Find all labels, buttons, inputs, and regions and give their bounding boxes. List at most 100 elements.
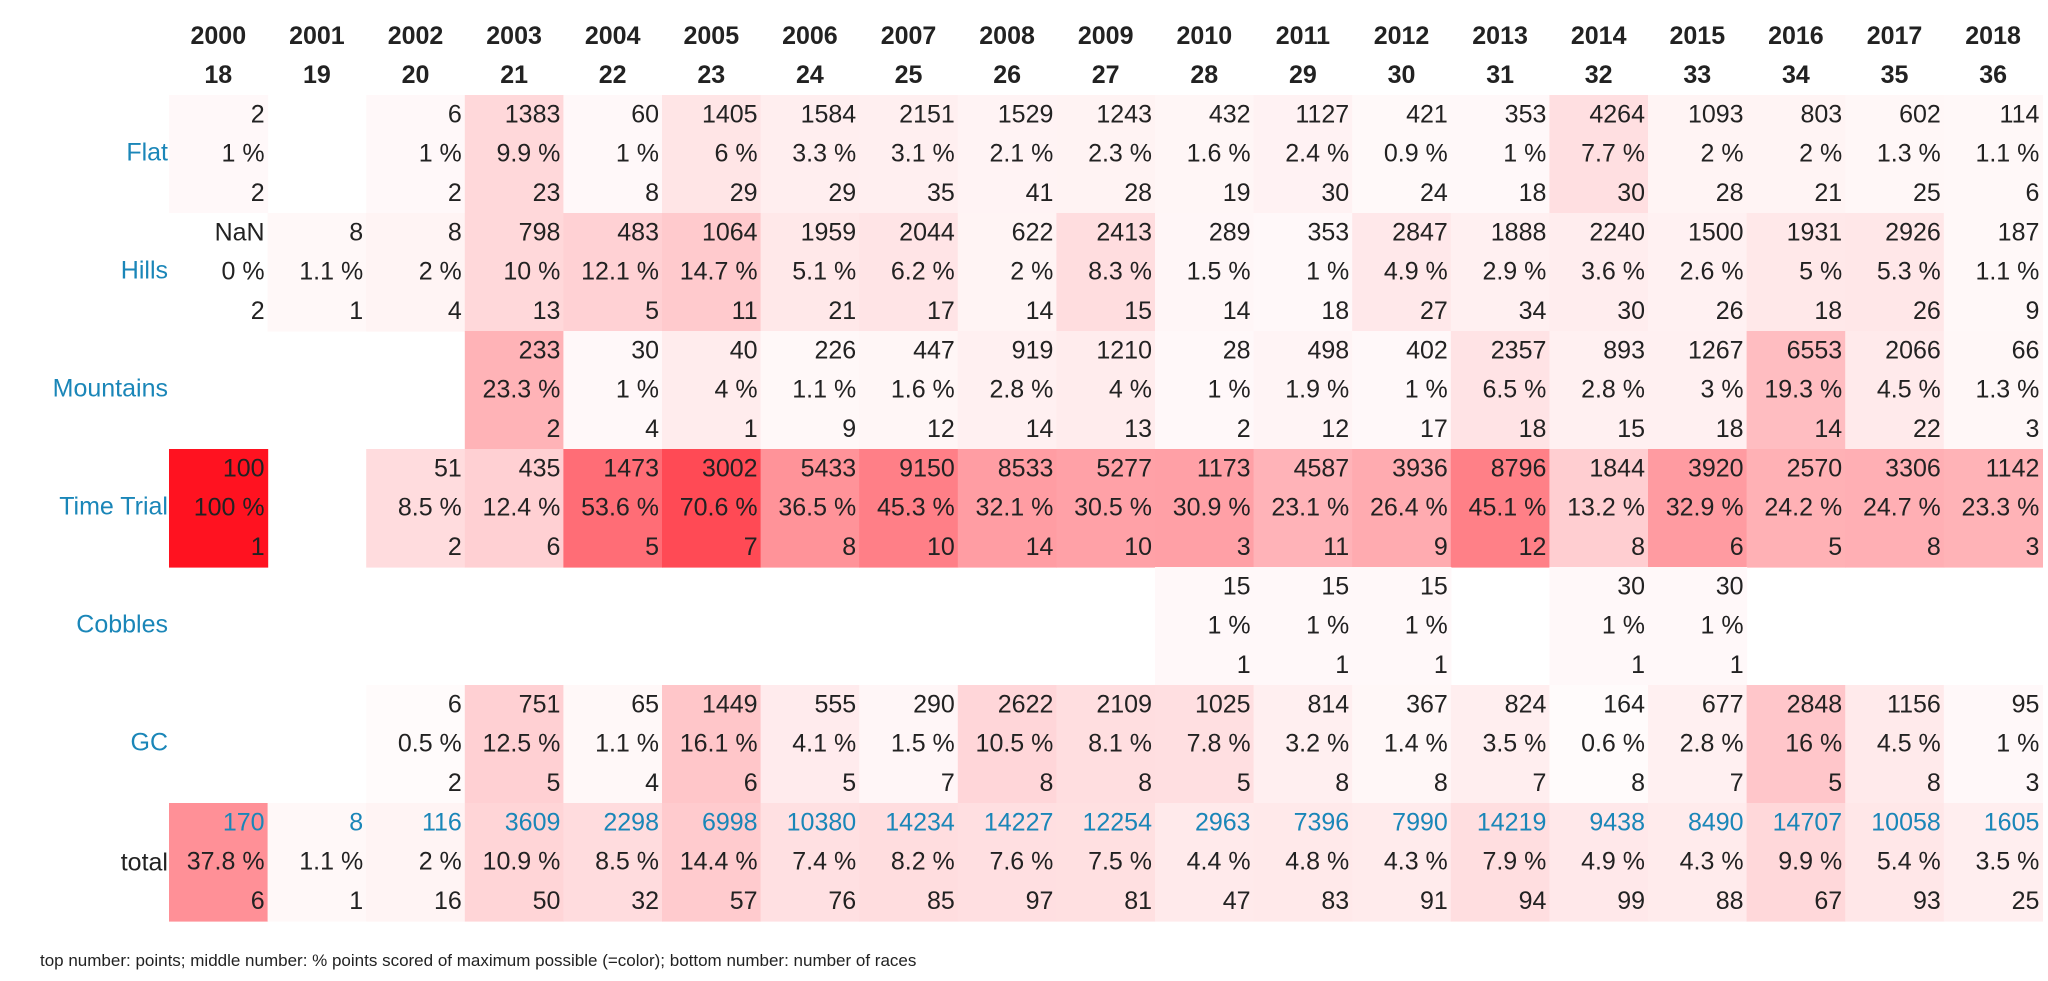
cell-races: 5 xyxy=(645,297,659,325)
cell-percent: 8.5 % xyxy=(595,848,659,876)
cell-points: 1173 xyxy=(1197,454,1251,482)
heatmap-cell xyxy=(366,685,466,804)
heatmap-cell xyxy=(1648,685,1748,804)
cell-races: 6 xyxy=(1730,533,1744,561)
cell-races: 19 xyxy=(1223,179,1251,207)
cell-races: 76 xyxy=(828,887,856,915)
column-age-label: 36 xyxy=(1979,61,2007,89)
heatmap-cell xyxy=(563,685,663,804)
cell-percent: 1 % xyxy=(1306,258,1349,286)
cell-races: 91 xyxy=(1420,887,1448,915)
cell-points: 8 xyxy=(349,808,363,836)
column-year-label: 2002 xyxy=(388,22,444,50)
column-year-label: 2012 xyxy=(1374,22,1430,50)
cell-races: 81 xyxy=(1124,887,1152,915)
column-age-label: 32 xyxy=(1585,61,1613,89)
cell-percent: 1 % xyxy=(1405,612,1448,640)
heatmap-cell xyxy=(464,331,564,450)
heatmap-cell xyxy=(760,685,860,804)
cell-races: 4 xyxy=(448,297,462,325)
cell-percent: 4.5 % xyxy=(1877,376,1941,404)
cell-races: 14 xyxy=(1026,297,1054,325)
cell-races: 18 xyxy=(1321,297,1349,325)
cell-percent: 16 % xyxy=(1785,730,1842,758)
cell-percent: 23.3 % xyxy=(1962,494,2040,522)
cell-percent: 2 % xyxy=(419,258,462,286)
column-year-label: 2007 xyxy=(881,22,937,50)
cell-points: 289 xyxy=(1209,218,1251,246)
cell-races: 11 xyxy=(732,297,758,325)
cell-points: 353 xyxy=(1505,100,1547,128)
cell-percent: 7.9 % xyxy=(1482,848,1546,876)
cell-races: 1 xyxy=(744,415,758,443)
cell-points: 15 xyxy=(1420,572,1448,600)
cell-percent: 7.5 % xyxy=(1088,848,1152,876)
cell-percent: 8.2 % xyxy=(891,848,955,876)
cell-percent: 2 % xyxy=(419,848,462,876)
heatmap-cell xyxy=(1155,331,1255,450)
cell-percent: 1 % xyxy=(1503,140,1546,168)
cell-points: 2413 xyxy=(1096,218,1152,246)
cell-points: 40 xyxy=(730,336,758,364)
heatmap-cell xyxy=(1155,95,1255,214)
cell-races: 8 xyxy=(1138,769,1152,797)
cell-points: 5277 xyxy=(1096,454,1152,482)
cell-points: 6 xyxy=(448,100,462,128)
cell-points: 1959 xyxy=(801,218,857,246)
heatmap-cell xyxy=(1746,213,1846,332)
heatmap-cell xyxy=(957,449,1057,568)
heatmap-cell xyxy=(464,95,564,214)
cell-races: 3 xyxy=(2025,769,2039,797)
cell-percent: 1.1 % xyxy=(1975,258,2039,286)
column-year-label: 2001 xyxy=(289,22,345,50)
cell-percent: 6 % xyxy=(715,140,758,168)
cell-races: 67 xyxy=(1814,887,1842,915)
cell-points: 1093 xyxy=(1688,100,1744,128)
cell-points: 226 xyxy=(814,336,856,364)
cell-races: 93 xyxy=(1913,887,1941,915)
cell-points: 100 xyxy=(223,454,265,482)
column-year-label: 2014 xyxy=(1571,22,1627,50)
cell-races: 47 xyxy=(1223,887,1251,915)
heatmap-cell xyxy=(1056,95,1156,214)
cell-percent: 3 % xyxy=(1701,376,1744,404)
cell-percent: 3.1 % xyxy=(891,140,955,168)
heatmap-cell xyxy=(1253,95,1353,214)
cell-percent: 5.3 % xyxy=(1877,258,1941,286)
column-year-label: 2006 xyxy=(782,22,838,50)
cell-percent: 2 % xyxy=(1701,140,1744,168)
cell-points: 1210 xyxy=(1096,336,1152,364)
row-label: GC xyxy=(131,729,169,757)
cell-percent: 12.1 % xyxy=(581,258,659,286)
heatmap-cell xyxy=(1253,331,1353,450)
cell-points: 1529 xyxy=(998,100,1054,128)
cell-races: 99 xyxy=(1617,887,1645,915)
cell-percent: 2.9 % xyxy=(1482,258,1546,286)
heatmap-cell xyxy=(1352,567,1452,686)
cell-percent: 1.1 % xyxy=(1975,140,2039,168)
cell-percent: 2.3 % xyxy=(1088,140,1152,168)
column-year-label: 2009 xyxy=(1078,22,1134,50)
cell-races: 8 xyxy=(1039,769,1053,797)
cell-points: 7990 xyxy=(1392,808,1448,836)
cell-races: 12 xyxy=(1519,533,1547,561)
cell-races: 8 xyxy=(1927,533,1941,561)
column-age-label: 27 xyxy=(1092,61,1120,89)
cell-percent: 10.5 % xyxy=(976,730,1054,758)
column-year-label: 2011 xyxy=(1276,22,1330,50)
cell-races: 14 xyxy=(1026,533,1054,561)
cell-points: 435 xyxy=(519,454,561,482)
column-age-label: 21 xyxy=(500,61,528,89)
cell-percent: 1.9 % xyxy=(1285,376,1349,404)
cell-percent: 2 % xyxy=(1010,258,1053,286)
heatmap-cell xyxy=(859,95,959,214)
cell-races: 4 xyxy=(645,415,659,443)
heatmap-cell xyxy=(1549,213,1649,332)
cell-points: 402 xyxy=(1406,336,1448,364)
cell-percent: 4.8 % xyxy=(1285,848,1349,876)
heatmap-cell xyxy=(859,213,959,332)
heatmap-cell xyxy=(1056,331,1156,450)
column-age-label: 23 xyxy=(697,61,725,89)
cell-points: 421 xyxy=(1406,100,1448,128)
